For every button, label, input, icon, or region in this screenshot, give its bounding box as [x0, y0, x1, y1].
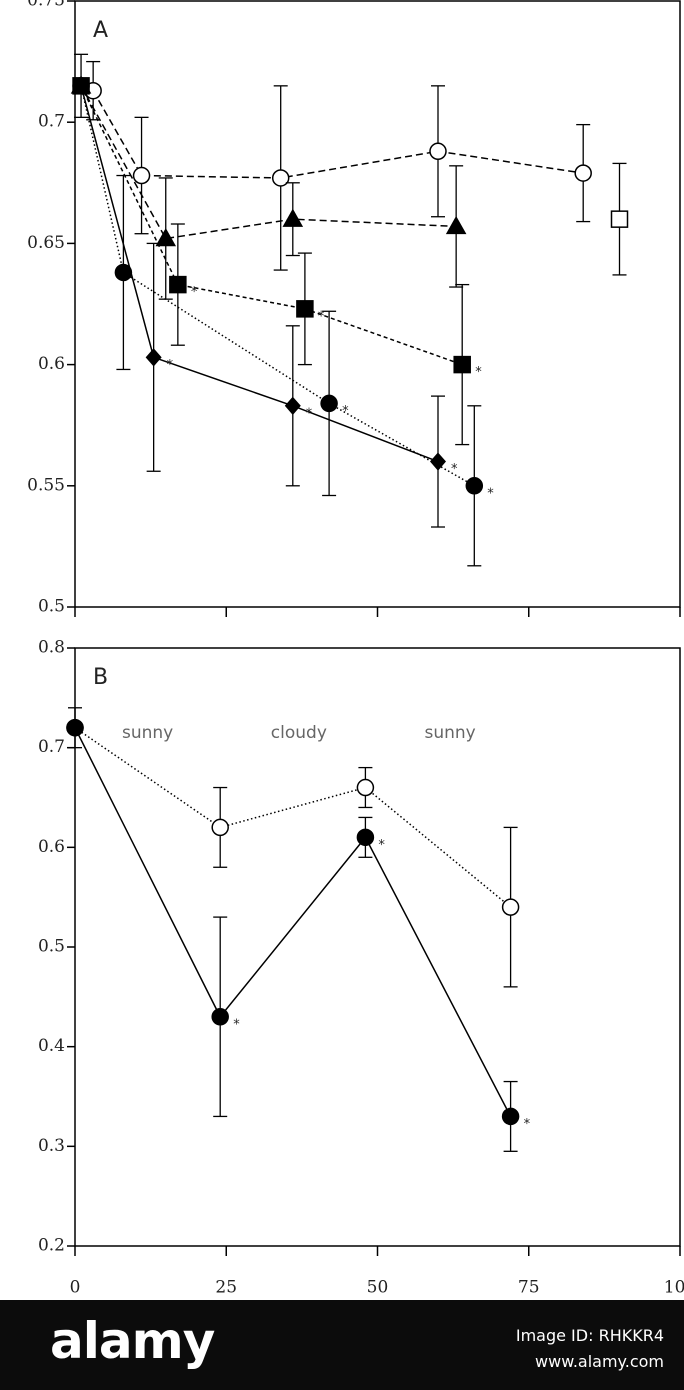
significance-mark: * [342, 404, 349, 419]
significance-mark: * [378, 838, 385, 853]
marker [574, 164, 592, 182]
plot-frame [74, 0, 681, 608]
annotation: cloudy [271, 723, 327, 743]
y-tick-label: 0.8 [38, 638, 65, 658]
marker [320, 394, 338, 413]
marker [501, 898, 520, 916]
y-tick-label: 0.65 [27, 233, 65, 253]
marker [296, 300, 314, 318]
significance-mark: * [167, 358, 174, 373]
y-tick-label: 0.5 [38, 597, 65, 617]
marker [271, 169, 290, 187]
series-line [74, 727, 512, 908]
marker [501, 1107, 520, 1126]
series-line [80, 85, 475, 487]
marker [66, 718, 84, 737]
x-tick-label: 25 [215, 1278, 237, 1298]
brand: alamy [50, 1312, 215, 1370]
x-tick-label: 0 [70, 1278, 81, 1298]
marker [445, 215, 467, 235]
marker [155, 228, 177, 247]
significance-mark: * [475, 365, 482, 380]
y-tick-label: 0.5 [38, 937, 65, 957]
marker [356, 778, 375, 797]
y-tick-label: 0.7 [38, 112, 65, 132]
significance-mark: * [451, 462, 458, 477]
marker [282, 208, 304, 227]
x-tick-label: 50 [367, 1278, 389, 1298]
marker [211, 1008, 229, 1026]
y-tick-label: 0.4 [38, 1036, 65, 1056]
y-tick-label: 0.3 [38, 1136, 65, 1156]
series-line [74, 727, 512, 1117]
marker [284, 396, 301, 415]
marker [610, 210, 629, 228]
y-tick-label: 0.75 [27, 0, 65, 11]
annotation: sunny [424, 723, 475, 743]
marker [73, 76, 90, 95]
x-tick-label: 100 [664, 1278, 684, 1298]
x-tick-label: 75 [518, 1278, 540, 1298]
series-line [80, 85, 463, 366]
y-tick-label: 0.6 [38, 837, 65, 857]
marker [211, 818, 229, 837]
marker [453, 355, 471, 374]
chart: A 0.5 0.55 0.6 0.65 0.7 0.75 * * * * * * * * B 0.2 0.3 0.4… [27, 0, 684, 1298]
url: www.alamy.com [535, 1352, 664, 1371]
series-line [80, 85, 439, 463]
panel-label: B [93, 665, 108, 690]
marker [356, 828, 375, 847]
series-line [80, 85, 457, 240]
marker [429, 142, 447, 161]
y-tick-label: 0.2 [38, 1236, 65, 1256]
annotation: sunny [122, 723, 173, 743]
y-tick-label: 0.6 [38, 354, 65, 374]
significance-mark: * [524, 1117, 531, 1132]
significance-mark: * [233, 1017, 240, 1032]
significance-mark: * [306, 406, 313, 421]
marker [169, 275, 187, 294]
marker [430, 452, 446, 471]
marker [465, 477, 484, 495]
marker [145, 348, 162, 367]
series-line [92, 90, 584, 179]
panel-label: A [93, 18, 108, 43]
marker [132, 166, 151, 185]
y-tick-label: 0.55 [27, 475, 65, 495]
image-id: Image ID: RHKKR4 [515, 1326, 664, 1345]
y-tick-label: 0.7 [38, 737, 65, 757]
footer: alamy Image ID: RHKKR4 www.alamy.com [0, 1300, 684, 1390]
significance-mark: * [318, 309, 325, 324]
significance-mark: * [487, 486, 494, 501]
significance-mark: * [191, 285, 198, 300]
